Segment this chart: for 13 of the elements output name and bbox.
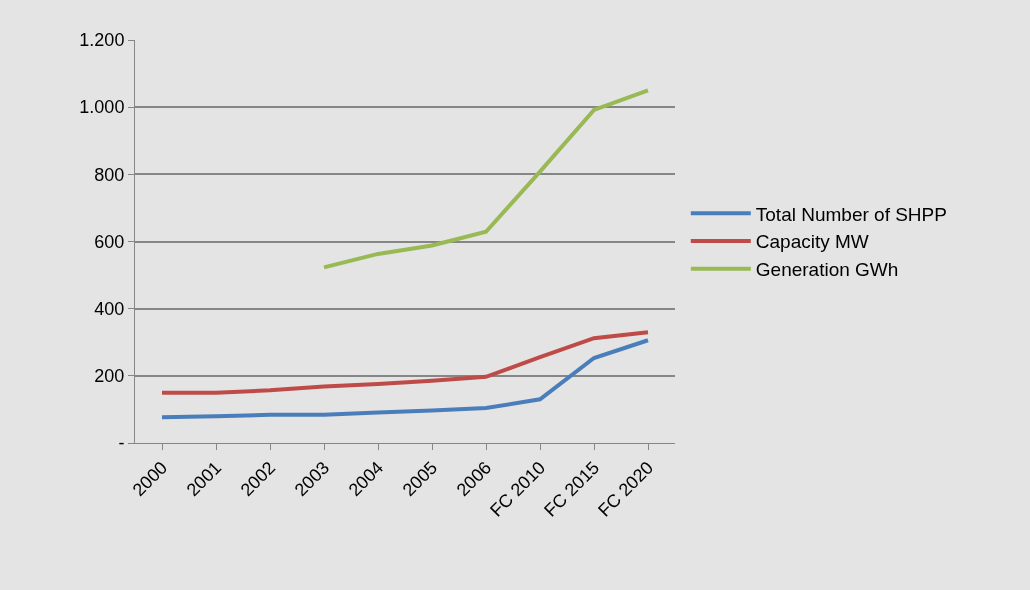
y-tick-label: 400 — [94, 298, 125, 319]
y-tick-label: 600 — [94, 231, 125, 252]
line-series — [160, 338, 650, 420]
y-tick-label: 1.000 — [79, 97, 125, 118]
legend-label: Capacity MW — [755, 231, 869, 253]
line-series — [322, 88, 650, 270]
y-tick-label: 800 — [94, 164, 125, 185]
legend-label: Generation GWh — [755, 259, 899, 281]
y-tick-label: 200 — [94, 366, 125, 387]
legend-label: Total Number of SHPP — [755, 203, 947, 225]
y-tick-label: - — [118, 433, 125, 454]
y-tick-label: 1.200 — [79, 30, 125, 51]
line-series — [160, 330, 650, 395]
